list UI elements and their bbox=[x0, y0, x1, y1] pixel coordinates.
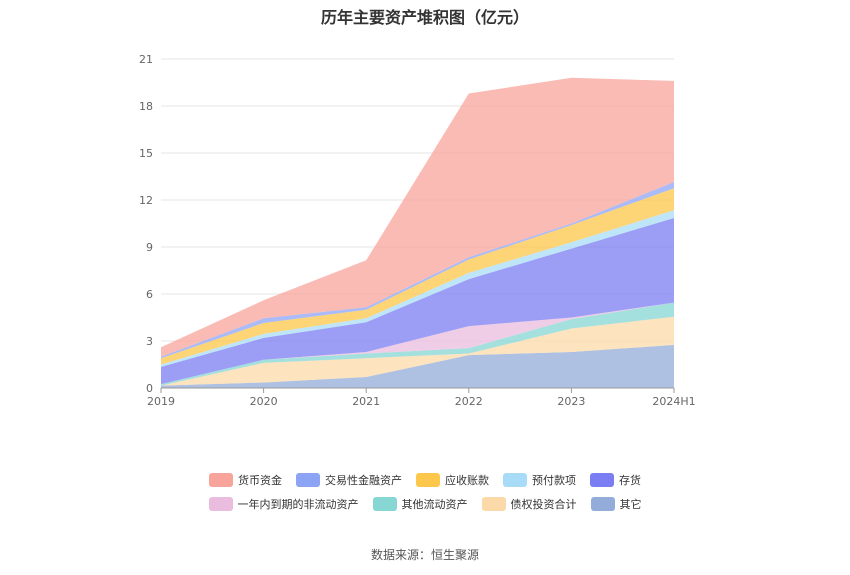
legend-swatch bbox=[481, 497, 506, 511]
series-area bbox=[161, 302, 674, 386]
x-tick-label: 2019 bbox=[147, 395, 175, 408]
x-tick-label: 2022 bbox=[455, 395, 483, 408]
y-tick-label: 18 bbox=[139, 100, 153, 113]
x-tick-label: 2023 bbox=[557, 395, 585, 408]
y-tick-label: 0 bbox=[146, 382, 153, 395]
y-tick-label: 21 bbox=[139, 53, 153, 66]
series-area bbox=[161, 210, 674, 367]
x-tick-label: 2021 bbox=[352, 395, 380, 408]
series-area bbox=[161, 77, 674, 357]
y-tick-label: 9 bbox=[146, 241, 153, 254]
legend-row: 货币资金 交易性金融资产 应收账款 预付款项 存货 bbox=[0, 472, 850, 488]
legend-label: 其它 bbox=[619, 498, 642, 511]
legend-swatch bbox=[590, 473, 614, 487]
legend-item[interactable]: 货币资金 bbox=[209, 472, 282, 488]
series-area bbox=[161, 182, 674, 359]
legend-swatch bbox=[209, 473, 233, 487]
series-area bbox=[161, 188, 674, 365]
legend-swatch bbox=[372, 497, 397, 511]
legend-label: 存货 bbox=[619, 474, 641, 487]
y-tick-label: 15 bbox=[139, 147, 153, 160]
series-area bbox=[161, 344, 674, 388]
legend-item[interactable]: 其它 bbox=[590, 496, 642, 512]
legend-swatch bbox=[590, 497, 615, 511]
legend-item[interactable]: 一年内到期的非流动资产 bbox=[208, 496, 359, 512]
y-tick-label: 3 bbox=[146, 335, 153, 348]
legend-row: 一年内到期的非流动资产 其他流动资产 债权投资合计 其它 bbox=[0, 496, 850, 512]
legend: 货币资金 交易性金融资产 应收账款 预付款项 存货 一年内到期的非流动资产 其他流动资产 债… bbox=[0, 472, 850, 520]
legend-item[interactable]: 债权投资合计 bbox=[481, 496, 577, 512]
chart-title: 历年主要资产堆积图（亿元） bbox=[320, 8, 529, 27]
x-tick-label: 2020 bbox=[250, 395, 278, 408]
stacked-area-chart: 0 3 6 9 12 15 18 21 2019 2020 2021 2022 2023 2024H1 bbox=[139, 53, 696, 408]
legend-label: 货币资金 bbox=[238, 474, 282, 487]
legend-item[interactable]: 预付款项 bbox=[503, 472, 576, 488]
legend-label: 一年内到期的非流动资产 bbox=[237, 498, 359, 511]
x-tick-label: 2024H1 bbox=[652, 395, 695, 408]
legend-item[interactable]: 存货 bbox=[590, 472, 641, 488]
y-tick-label: 12 bbox=[139, 194, 153, 207]
series-area bbox=[161, 302, 674, 385]
legend-label: 其他流动资产 bbox=[401, 498, 468, 511]
legend-item[interactable]: 应收账款 bbox=[416, 472, 489, 488]
y-tick-label: 6 bbox=[146, 288, 153, 301]
legend-swatch bbox=[416, 473, 440, 487]
series-area bbox=[161, 316, 674, 386]
legend-item[interactable]: 其他流动资产 bbox=[372, 496, 468, 512]
legend-label: 预付款项 bbox=[532, 474, 576, 487]
legend-label: 交易性金融资产 bbox=[325, 474, 402, 487]
legend-item[interactable]: 交易性金融资产 bbox=[296, 472, 402, 488]
series-area bbox=[161, 218, 674, 385]
legend-swatch bbox=[208, 497, 233, 511]
legend-label: 债权投资合计 bbox=[510, 498, 577, 511]
legend-swatch bbox=[503, 473, 527, 487]
legend-swatch bbox=[296, 473, 320, 487]
legend-label: 应收账款 bbox=[445, 474, 489, 487]
source-note: 数据来源：恒生聚源 bbox=[370, 548, 479, 562]
